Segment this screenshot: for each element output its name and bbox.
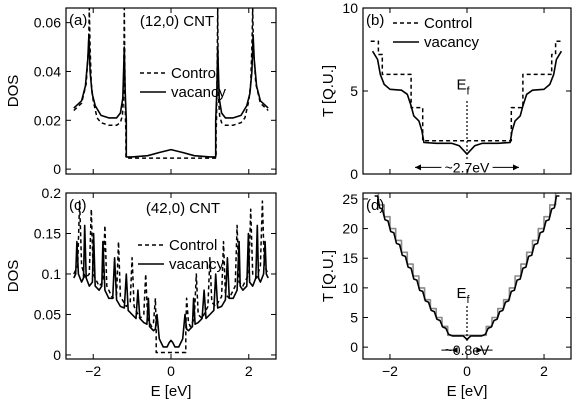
y-axis-label-a: DOS bbox=[5, 75, 22, 108]
x-tick-label-c: 0 bbox=[167, 363, 175, 379]
gap-arrowhead-right-d bbox=[476, 347, 483, 354]
panel-label-b: (b) bbox=[366, 12, 384, 29]
chart-title-a: (12,0) CNT bbox=[140, 13, 214, 30]
y-tick-label-a: 0.02 bbox=[34, 112, 61, 128]
y-tick-label-b: 0 bbox=[350, 166, 358, 182]
fermi-level-label-d: Ef bbox=[456, 285, 470, 306]
x-tick-label-d: −2 bbox=[382, 363, 398, 379]
x-tick-label-c: 2 bbox=[245, 363, 253, 379]
legend-label-a-vacancy: vacancy bbox=[171, 84, 227, 101]
legend-a: Control vacancy bbox=[140, 65, 227, 101]
gap-arrowhead-left-d bbox=[451, 347, 458, 354]
panel-label-a: (a) bbox=[69, 12, 87, 29]
fermi-level-label-b: Ef bbox=[456, 76, 470, 97]
legend-c: Control vacancy bbox=[138, 237, 225, 273]
axes-frame-c bbox=[65, 192, 277, 360]
legend-label-c-control: Control bbox=[169, 237, 217, 254]
panel-label-c: (c) bbox=[69, 197, 87, 214]
series-line-a-vacancy bbox=[73, 34, 269, 158]
y-tick-label-d: 25 bbox=[342, 191, 358, 207]
panel-c: −2 0 2 0 0.05 0.1 0.15 0.2 DOS E [eV] (c) (42,0) CN… bbox=[5, 185, 277, 400]
series-line-a-control bbox=[73, 8, 269, 159]
series-line-c-vacancy bbox=[73, 224, 269, 348]
legend-label-b-vacancy: vacancy bbox=[424, 34, 480, 51]
panel-a: 0 0.02 0.04 0.06 DOS (a) (12,0) CNT Control vaca… bbox=[5, 7, 277, 177]
chart-title-c: (42,0) CNT bbox=[146, 200, 220, 217]
y-tick-label-c: 0.2 bbox=[42, 185, 62, 201]
x-tick-label-c: −2 bbox=[85, 363, 101, 379]
panel-label-d: (d) bbox=[366, 197, 384, 214]
y-tick-label-b: 10 bbox=[342, 0, 358, 16]
legend-label-a-control: Control bbox=[171, 65, 219, 82]
y-tick-label-c: 0.1 bbox=[42, 266, 62, 282]
legend-label-c-vacancy: vacancy bbox=[169, 256, 225, 273]
y-tick-label-c: 0.15 bbox=[34, 225, 61, 241]
gap-arrowhead-left-b bbox=[415, 164, 421, 171]
y-tick-label-a: 0.06 bbox=[34, 15, 61, 31]
y-axis-label-b: T [Q.U.] bbox=[320, 65, 337, 117]
legend-b: Control vacancy bbox=[393, 15, 480, 51]
legend-label-b-control: Control bbox=[424, 15, 472, 32]
gap-annotation-b: ~2.7eV bbox=[445, 159, 490, 175]
y-tick-label-d: 20 bbox=[342, 221, 358, 237]
x-axis-label-c: E [eV] bbox=[151, 383, 192, 400]
y-axis-label-d: T [Q.U.] bbox=[320, 250, 337, 302]
gap-arrowhead-right-b bbox=[513, 164, 519, 171]
series-line-c-control bbox=[73, 200, 269, 354]
y-tick-label-a: 0 bbox=[53, 161, 61, 177]
y-tick-label-d: 10 bbox=[342, 280, 358, 296]
series-line-d-control bbox=[374, 193, 560, 337]
x-tick-label-d: 2 bbox=[540, 363, 548, 379]
y-tick-label-d: 15 bbox=[342, 250, 358, 266]
y-axis-label-c: DOS bbox=[5, 260, 22, 293]
y-tick-label-c: 0 bbox=[53, 347, 61, 363]
gap-annotation-d: ~0.8eV bbox=[445, 342, 490, 358]
x-tick-label-d: 0 bbox=[463, 363, 471, 379]
y-tick-label-d: 0 bbox=[350, 339, 358, 355]
y-tick-label-c: 0.05 bbox=[34, 306, 61, 322]
y-tick-label-a: 0.04 bbox=[34, 63, 61, 79]
y-tick-label-d: 5 bbox=[350, 310, 358, 326]
y-tick-label-b: 5 bbox=[350, 83, 358, 99]
x-axis-label-d: E [eV] bbox=[447, 383, 488, 400]
panel-b: 0 5 10 T [Q.U.] (b) Control vacancy Ef ~2.7eV bbox=[320, 0, 572, 182]
series-line-b-control bbox=[370, 40, 564, 142]
